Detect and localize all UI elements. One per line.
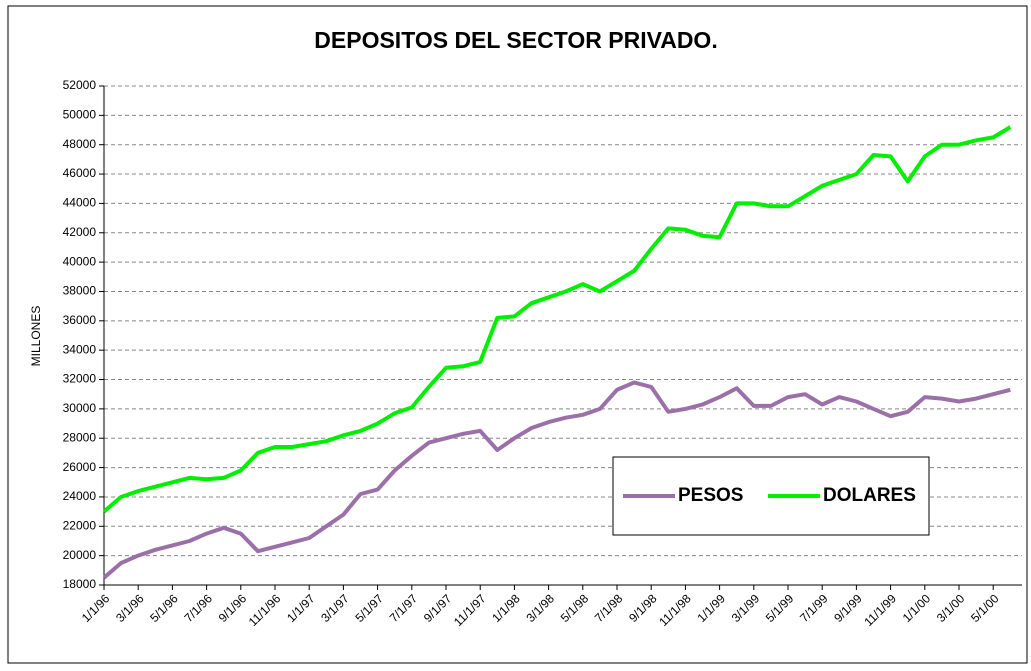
y-tick-label: 42000 <box>63 225 97 239</box>
y-tick-label: 34000 <box>63 342 97 356</box>
y-tick-label: 52000 <box>63 78 97 92</box>
y-tick-label: 46000 <box>63 166 97 180</box>
y-tick-label: 18000 <box>63 577 97 591</box>
y-tick-label: 38000 <box>63 284 97 298</box>
y-tick-label: 26000 <box>63 460 97 474</box>
y-tick-label: 28000 <box>63 430 97 444</box>
series-line <box>102 380 1011 580</box>
chart-title: DEPOSITOS DEL SECTOR PRIVADO. <box>314 27 717 53</box>
y-tick-label: 20000 <box>63 548 97 562</box>
y-tick-label: 36000 <box>63 313 97 327</box>
legend-label: DOLARES <box>823 485 916 506</box>
y-tick-label: 30000 <box>63 401 97 415</box>
y-tick-label: 48000 <box>63 137 97 151</box>
y-tick-label: 44000 <box>63 196 97 210</box>
y-tick-label: 22000 <box>63 518 97 532</box>
y-axis-label: MILLONES <box>29 306 43 367</box>
chart-frame <box>7 5 1028 664</box>
y-tick-label: 24000 <box>63 489 97 503</box>
legend-label: PESOS <box>678 485 743 506</box>
y-tick-label: 32000 <box>63 372 97 386</box>
y-tick-label: 50000 <box>63 108 97 122</box>
series-line <box>102 125 1012 514</box>
y-tick-label: 40000 <box>63 254 97 268</box>
